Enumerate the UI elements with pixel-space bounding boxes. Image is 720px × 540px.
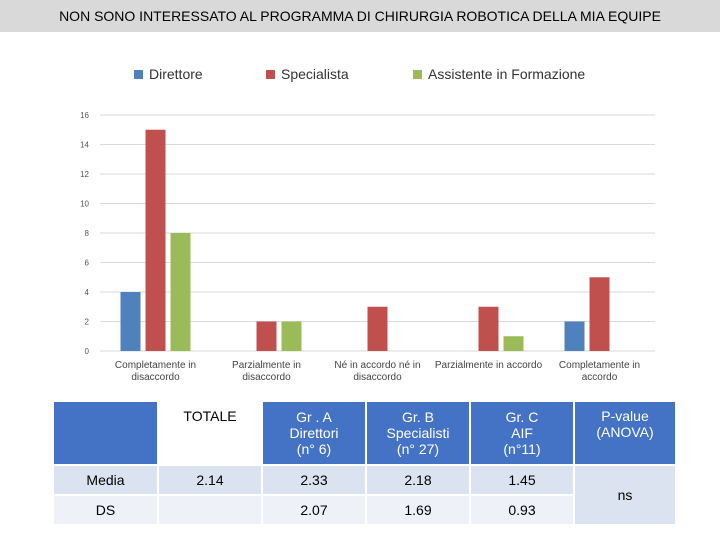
gr-c-line-2: AIF <box>511 425 533 441</box>
bar-specialista <box>367 306 388 351</box>
bar-direttore <box>120 292 141 351</box>
legend-swatch-specialista <box>266 69 275 79</box>
x-category-label: Né in accordo né in disaccordo <box>334 360 420 383</box>
gr-b-line-3: (n° 27) <box>396 441 440 457</box>
y-tick-label: 10 <box>80 200 89 209</box>
page-title: NON SONO INTERESSATO AL PROGRAMMA DI CHI… <box>59 8 661 24</box>
legend-item-specialista: Specialista <box>266 66 349 82</box>
table-header-gr-b: Gr. B Specialisti (n° 27) <box>367 402 469 464</box>
x-category-label-line: accordo <box>582 372 618 383</box>
ds-gr-c: 0.93 <box>471 496 573 524</box>
x-category-label: Parzialmente in accordo <box>435 360 543 371</box>
x-category-label-line: disaccordo <box>242 372 291 383</box>
row-label-media: Media <box>54 466 157 494</box>
bar-specialista <box>145 129 166 351</box>
table-header-row: TOTALE Gr . A Direttori (n° 6) Gr. B Spe… <box>54 402 675 464</box>
row-label-ds: DS <box>54 496 157 524</box>
legend-item-direttore: Direttore <box>134 66 203 82</box>
bar-specialista <box>478 306 499 351</box>
bar-direttore <box>564 321 585 351</box>
ds-gr-b: 1.69 <box>367 496 469 524</box>
gr-b-line-1: Gr. B <box>402 409 434 425</box>
media-gr-c: 1.45 <box>471 466 573 494</box>
gr-a-line-2: Direttori <box>289 425 339 441</box>
x-category-label-line: disaccordo <box>353 372 402 383</box>
table-header-gr-a: Gr . A Direttori (n° 6) <box>263 402 365 464</box>
table-header-empty <box>54 402 157 464</box>
pvalue-line-1: P-value <box>601 408 649 424</box>
bar-specialista <box>256 321 277 351</box>
y-tick-label: 16 <box>80 111 89 120</box>
y-tick-label: 4 <box>85 288 90 297</box>
title-bar: NON SONO INTERESSATO AL PROGRAMMA DI CHI… <box>0 0 720 32</box>
chart-legend: Direttore Specialista Assistente in Form… <box>0 66 720 84</box>
legend-label-direttore: Direttore <box>149 66 203 82</box>
bar-assistente <box>281 321 302 351</box>
legend-swatch-assistente <box>413 69 422 79</box>
bar-assistente <box>503 336 524 351</box>
gr-c-line-1: Gr. C <box>505 409 539 425</box>
y-tick-label: 14 <box>80 141 89 150</box>
bar-specialista <box>589 277 610 351</box>
legend-label-assistente: Assistente in Formazione <box>428 66 586 82</box>
x-category-label-line: Parzialmente in accordo <box>435 360 543 371</box>
ds-gr-a: 2.07 <box>263 496 365 524</box>
media-totale: 2.14 <box>159 466 261 494</box>
pvalue-result: ns <box>575 466 675 524</box>
legend-swatch-direttore <box>134 69 143 79</box>
stats-table: TOTALE Gr . A Direttori (n° 6) Gr. B Spe… <box>52 400 677 526</box>
y-tick-label: 0 <box>85 347 90 356</box>
gr-a-line-3: (n° 6) <box>296 441 332 457</box>
legend-item-assistente: Assistente in Formazione <box>413 66 585 82</box>
table-header-gr-c: Gr. C AIF (n°11) <box>471 402 573 464</box>
table-row-media: Media 2.14 2.33 2.18 1.45 ns <box>54 466 675 524</box>
legend-label-specialista: Specialista <box>281 66 349 82</box>
y-tick-label: 12 <box>80 170 89 179</box>
pvalue-line-2: (ANOVA) <box>596 424 654 440</box>
x-category-label-line: Completamente in <box>559 360 640 371</box>
bar-assistente <box>170 233 191 351</box>
y-tick-label: 6 <box>85 259 90 268</box>
media-gr-a: 2.33 <box>263 466 365 494</box>
gr-c-line-3: (n°11) <box>503 441 541 457</box>
x-category-label-line: Parzialmente in <box>232 360 301 371</box>
x-category-label: Completamente in accordo <box>559 360 640 383</box>
x-category-label: Parzialmente in disaccordo <box>232 360 301 383</box>
y-tick-label: 2 <box>85 318 90 327</box>
y-tick-label: 8 <box>85 229 90 238</box>
x-category-label: Completamente in disaccordo <box>115 360 196 383</box>
x-category-label-line: Né in accordo né in <box>334 360 420 371</box>
ds-totale <box>159 496 261 524</box>
x-category-label-line: Completamente in <box>115 360 196 371</box>
x-category-label-line: disaccordo <box>131 372 180 383</box>
table-header-totale: TOTALE <box>159 402 261 464</box>
media-gr-b: 2.18 <box>367 466 469 494</box>
table-row-ds: DS 2.07 1.69 0.93 <box>54 496 675 524</box>
gr-b-line-2: Specialisti <box>386 425 450 441</box>
gr-a-line-1: Gr . A <box>296 409 332 425</box>
table-header-pvalue: P-value (ANOVA) <box>575 402 675 464</box>
